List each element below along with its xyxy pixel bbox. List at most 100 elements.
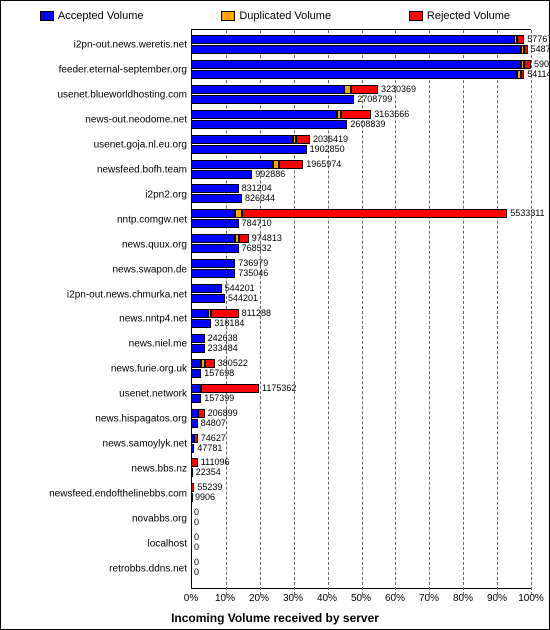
bar-accepted bbox=[191, 319, 211, 328]
x-tick-label: 0% bbox=[184, 593, 198, 604]
table-row: news.bbs.nz 11109622354 bbox=[1, 456, 531, 481]
x-tick-label: 30% bbox=[283, 593, 303, 604]
value-label: 1902850 bbox=[310, 144, 345, 154]
bar-accepted bbox=[191, 334, 205, 343]
x-tick-label: 40% bbox=[317, 593, 337, 604]
bar-rejected bbox=[296, 135, 310, 144]
bar-rejected bbox=[351, 85, 378, 94]
bar-track: 552399906 bbox=[191, 481, 531, 506]
table-row: i2pn-out.news.chmurka.net544201544201 bbox=[1, 282, 531, 307]
bar-track: 736979735046 bbox=[191, 257, 531, 282]
legend-label: Accepted Volume bbox=[58, 10, 144, 22]
table-row: news.hispagatos.org20689984807 bbox=[1, 407, 531, 432]
bar-track: 242638233484 bbox=[191, 332, 531, 357]
bar-accepted bbox=[191, 110, 337, 119]
value-label: 9906 bbox=[195, 492, 215, 502]
value-label: 111096 bbox=[201, 457, 230, 467]
legend-swatch bbox=[409, 11, 423, 21]
bar-accepted bbox=[191, 244, 239, 253]
value-label: 47781 bbox=[197, 443, 222, 453]
x-tick-label: 50% bbox=[351, 593, 371, 604]
value-label: 0 bbox=[194, 567, 199, 577]
bar-track: 00 bbox=[191, 531, 531, 556]
value-label: 736979 bbox=[238, 258, 268, 268]
server-label: news.niel.me bbox=[1, 339, 187, 350]
value-label: 5411427 bbox=[527, 69, 550, 79]
table-row: nntp.comgw.net5533311784710 bbox=[1, 207, 531, 232]
value-label: 0 bbox=[194, 507, 199, 517]
server-label: news.swapon.de bbox=[1, 264, 187, 275]
table-row: localhost00 bbox=[1, 531, 531, 556]
server-label: news.quux.org bbox=[1, 239, 187, 250]
bar-accepted bbox=[191, 85, 344, 94]
bar-track: 11109622354 bbox=[191, 456, 531, 481]
value-label: 5776734 bbox=[527, 34, 550, 44]
server-label: usenet.blueworldhosting.com bbox=[1, 90, 187, 101]
bar-rejected bbox=[198, 409, 205, 418]
bar-rejected bbox=[524, 60, 531, 69]
table-row: news.swapon.de 736979735046 bbox=[1, 257, 531, 282]
value-label: 233484 bbox=[208, 343, 238, 353]
server-label: news.nntp4.net bbox=[1, 314, 187, 325]
bar-rejected bbox=[191, 458, 198, 467]
x-axis-title: Incoming Volume received by server bbox=[1, 611, 549, 625]
server-label: i2pn2.org bbox=[1, 189, 187, 200]
table-row: retrobbs.ddns.net00 bbox=[1, 556, 531, 581]
bar-track: 59074645411427 bbox=[191, 58, 531, 83]
x-tick-label: 20% bbox=[249, 593, 269, 604]
value-label: 3230369 bbox=[381, 84, 416, 94]
server-label: newsfeed.endofthelinebbs.com bbox=[1, 488, 187, 499]
bar-accepted bbox=[191, 409, 198, 418]
value-label: 2608839 bbox=[350, 119, 385, 129]
value-label: 0 bbox=[194, 532, 199, 542]
server-label: nntp.comgw.net bbox=[1, 214, 187, 225]
x-tick-label: 70% bbox=[419, 593, 439, 604]
bar-track: 00 bbox=[191, 556, 531, 581]
table-row: newsfeed.endofthelinebbs.com 552399906 bbox=[1, 481, 531, 506]
value-label: 784710 bbox=[242, 218, 272, 228]
value-label: 206899 bbox=[208, 408, 238, 418]
bar-accepted bbox=[191, 145, 307, 154]
bar-track: 00 bbox=[191, 506, 531, 531]
bar-accepted bbox=[191, 344, 205, 353]
bar-accepted bbox=[191, 219, 239, 228]
value-label: 768532 bbox=[242, 243, 272, 253]
bar-accepted bbox=[191, 419, 198, 428]
value-label: 157399 bbox=[204, 393, 234, 403]
bar-accepted bbox=[191, 384, 201, 393]
bar-accepted bbox=[191, 135, 293, 144]
x-tick-label: 100% bbox=[518, 593, 544, 604]
bar-track: 20364191902850 bbox=[191, 133, 531, 158]
bar-track: 380522157698 bbox=[191, 357, 531, 382]
bar-track: 31636662608839 bbox=[191, 108, 531, 133]
bar-accepted bbox=[191, 95, 354, 104]
value-label: 544201 bbox=[225, 283, 255, 293]
bar-duplicated bbox=[344, 85, 351, 94]
value-label: 1965974 bbox=[306, 159, 341, 169]
x-tick-label: 80% bbox=[453, 593, 473, 604]
server-label: novabbs.org bbox=[1, 513, 187, 524]
table-row: news-out.neodome.net31636662608839 bbox=[1, 108, 531, 133]
bar-rejected bbox=[205, 359, 215, 368]
bar-accepted bbox=[191, 269, 235, 278]
legend-item: Rejected Volume bbox=[409, 10, 510, 22]
value-label: 242638 bbox=[208, 333, 238, 343]
value-label: 811288 bbox=[242, 308, 271, 318]
bar-accepted bbox=[191, 70, 517, 79]
bar-track: 1175362157399 bbox=[191, 382, 531, 407]
value-label: 380522 bbox=[218, 358, 248, 368]
table-row: usenet.blueworldhosting.com3230369270879… bbox=[1, 83, 531, 108]
bar-accepted bbox=[191, 60, 521, 69]
bar-accepted bbox=[191, 294, 225, 303]
bar-rejected bbox=[242, 209, 507, 218]
value-label: 831204 bbox=[242, 183, 272, 193]
table-row: news.nntp4.net811288318184 bbox=[1, 307, 531, 332]
chart-container: Accepted VolumeDuplicated VolumeRejected… bbox=[0, 0, 550, 630]
bar-track: 831204826344 bbox=[191, 182, 531, 207]
server-label: news.furie.org.uk bbox=[1, 364, 187, 375]
value-label: 22354 bbox=[196, 467, 221, 477]
server-label: news.bbs.nz bbox=[1, 463, 187, 474]
table-row: novabbs.org 00 bbox=[1, 506, 531, 531]
legend-swatch bbox=[40, 11, 54, 21]
bar-accepted bbox=[191, 284, 222, 293]
